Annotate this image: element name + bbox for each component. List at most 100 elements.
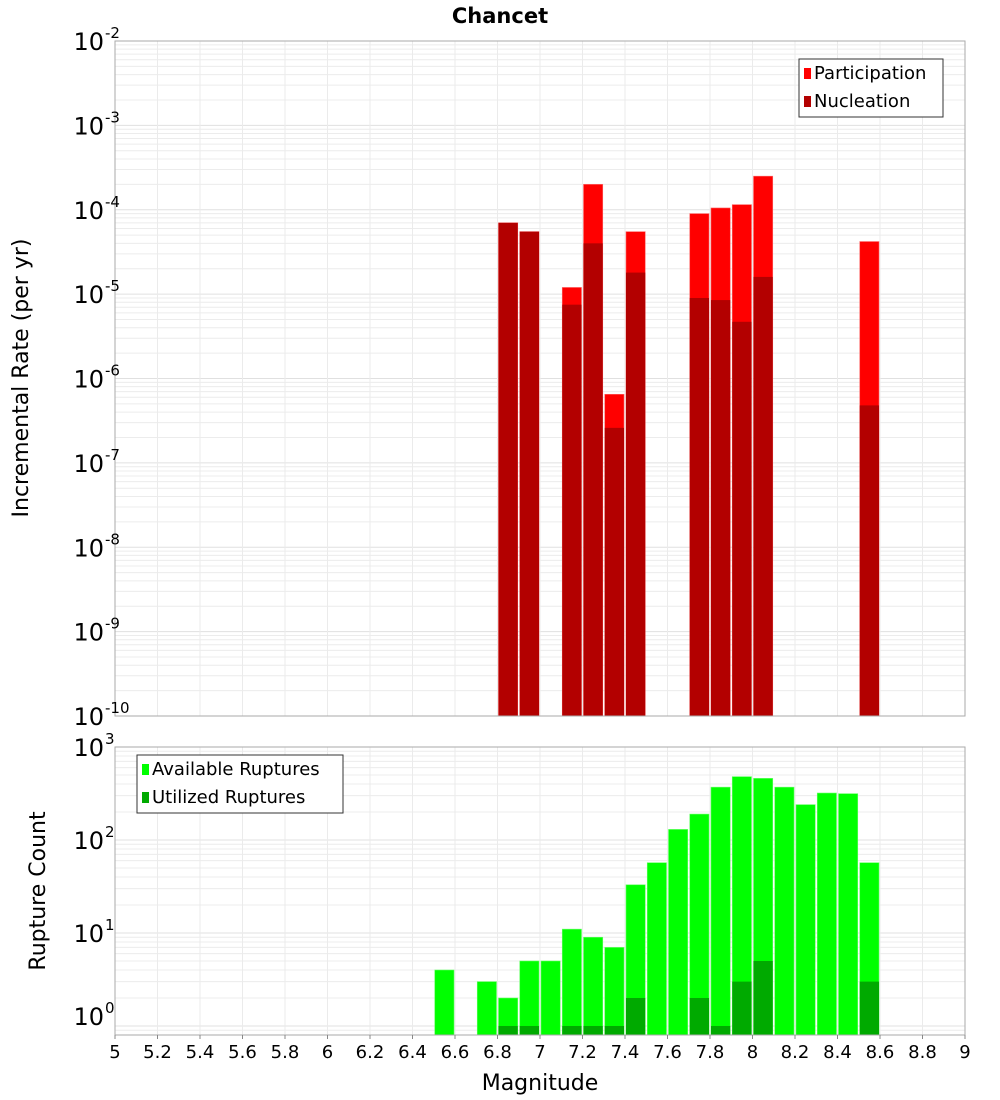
rupture-bar-available xyxy=(838,793,859,1036)
x-axis-label: Magnitude xyxy=(482,1071,599,1096)
x-tick-label: 8.6 xyxy=(866,1042,895,1063)
rupture-bar-available xyxy=(646,862,667,1036)
y-tick-exponent: -2 xyxy=(105,24,120,42)
x-tick-label: 8 xyxy=(747,1042,758,1063)
chart-title: Chancet xyxy=(452,4,548,28)
legend-box xyxy=(798,58,944,118)
y-tick-exponent: 1 xyxy=(105,916,115,934)
rate-bar-nucleation xyxy=(498,222,518,716)
rate-bar-nucleation xyxy=(859,405,879,716)
y-tick-exponent: -10 xyxy=(105,699,130,717)
rupture-bar-utilized xyxy=(519,1025,539,1035)
legend-swatch xyxy=(142,764,149,775)
y-tick-label: 10 xyxy=(73,450,104,478)
rupture-bar-available xyxy=(668,829,689,1036)
rupture-bar-available xyxy=(583,936,604,1036)
rate-bar-nucleation xyxy=(689,297,709,716)
legend-label: Utilized Ruptures xyxy=(152,787,305,808)
x-tick-label: 6 xyxy=(322,1042,333,1063)
rate-bar-nucleation xyxy=(626,272,646,716)
rupture-bar-utilized xyxy=(626,997,646,1035)
x-tick-label: 5.2 xyxy=(143,1042,172,1063)
y-tick-exponent: -9 xyxy=(105,615,120,633)
y-tick-exponent: -6 xyxy=(105,362,120,380)
x-tick-label: 6.6 xyxy=(441,1042,470,1063)
legend-label: Participation xyxy=(814,63,926,84)
legend-label: Available Ruptures xyxy=(152,759,320,780)
rate-bar-nucleation xyxy=(753,276,773,716)
legend-swatch xyxy=(804,96,811,107)
rupture-bar-available xyxy=(774,786,795,1036)
x-tick-label: 7.4 xyxy=(611,1042,640,1063)
x-tick-label: 7.2 xyxy=(568,1042,597,1063)
y-tick-exponent: 2 xyxy=(105,823,115,841)
y-tick-label: 10 xyxy=(73,920,104,948)
x-tick-label: 8.8 xyxy=(908,1042,937,1063)
rupture-bar-utilized xyxy=(711,1025,731,1035)
y-tick-exponent: 3 xyxy=(105,730,115,748)
x-tick-label: 5 xyxy=(109,1042,120,1063)
rupture-bar-available xyxy=(434,969,455,1036)
x-tick-label: 8.4 xyxy=(823,1042,852,1063)
y-tick-exponent: -4 xyxy=(105,193,120,211)
rate-bar-nucleation xyxy=(604,427,624,716)
rate-bar-nucleation xyxy=(583,243,603,717)
rupture-bar-utilized xyxy=(732,981,752,1035)
plot-border xyxy=(114,40,966,717)
rupture-bar-utilized xyxy=(583,1025,603,1035)
y-tick-label: 10 xyxy=(73,703,104,731)
x-tick-label: 5.6 xyxy=(228,1042,257,1063)
rate-bar-nucleation xyxy=(562,304,582,716)
x-tick-label: 7.6 xyxy=(653,1042,682,1063)
rupture-bar-utilized xyxy=(859,981,879,1035)
y-tick-label: 10 xyxy=(73,827,104,855)
y-tick-label: 10 xyxy=(73,619,104,647)
y-tick-label: 10 xyxy=(73,28,104,56)
rupture-bar-available xyxy=(710,786,731,1036)
rupture-bar-available xyxy=(540,960,561,1036)
rate-bar-nucleation xyxy=(711,300,731,716)
x-tick-label: 9 xyxy=(959,1042,970,1063)
x-tick-label: 5.4 xyxy=(186,1042,215,1063)
rupture-bar-utilized xyxy=(562,1025,582,1035)
rate-bar-nucleation xyxy=(519,231,539,716)
y-tick-exponent: -5 xyxy=(105,277,120,295)
x-tick-label: 6.8 xyxy=(483,1042,512,1063)
rupture-bar-available xyxy=(604,947,625,1036)
x-tick-label: 6.2 xyxy=(356,1042,385,1063)
rupture-bar-utilized xyxy=(498,1025,518,1035)
legend-swatch xyxy=(804,68,811,79)
y-tick-exponent: -7 xyxy=(105,446,120,464)
x-tick-label: 7.8 xyxy=(696,1042,725,1063)
y-tick-label: 10 xyxy=(73,534,104,562)
rupture-bar-utilized xyxy=(604,1025,624,1035)
top-y-axis-label: Incremental Rate (per yr) xyxy=(9,239,34,518)
y-tick-label: 10 xyxy=(73,112,104,140)
x-tick-label: 6.4 xyxy=(398,1042,427,1063)
y-tick-label: 10 xyxy=(73,281,104,309)
rupture-bar-available xyxy=(561,928,582,1036)
y-tick-label: 10 xyxy=(73,734,104,762)
x-tick-label: 5.8 xyxy=(271,1042,300,1063)
legend-label: Nucleation xyxy=(814,91,910,112)
x-tick-label: 8.2 xyxy=(781,1042,810,1063)
legend: Participation Nucleation xyxy=(798,58,944,118)
top-plot: 10-210-310-410-510-610-710-810-910 -10Par… xyxy=(73,24,966,731)
legend-swatch xyxy=(142,792,149,803)
y-tick-exponent: -3 xyxy=(105,108,120,126)
rupture-bar-available xyxy=(795,804,816,1036)
rupture-bar-available xyxy=(476,981,497,1036)
rate-bar-nucleation xyxy=(732,321,752,716)
bottom-y-axis-label: Rupture Count xyxy=(26,811,51,971)
rupture-bar-available xyxy=(816,792,837,1036)
y-tick-label: 10 xyxy=(73,197,104,225)
y-tick-exponent: 0 xyxy=(105,999,115,1017)
rupture-bar-utilized xyxy=(753,960,773,1035)
y-tick-exponent: -8 xyxy=(105,530,120,548)
legend: Available Ruptures Utilized Ruptures xyxy=(136,754,344,814)
y-tick-label: 10 xyxy=(73,366,104,394)
rupture-bar-available xyxy=(519,960,540,1036)
